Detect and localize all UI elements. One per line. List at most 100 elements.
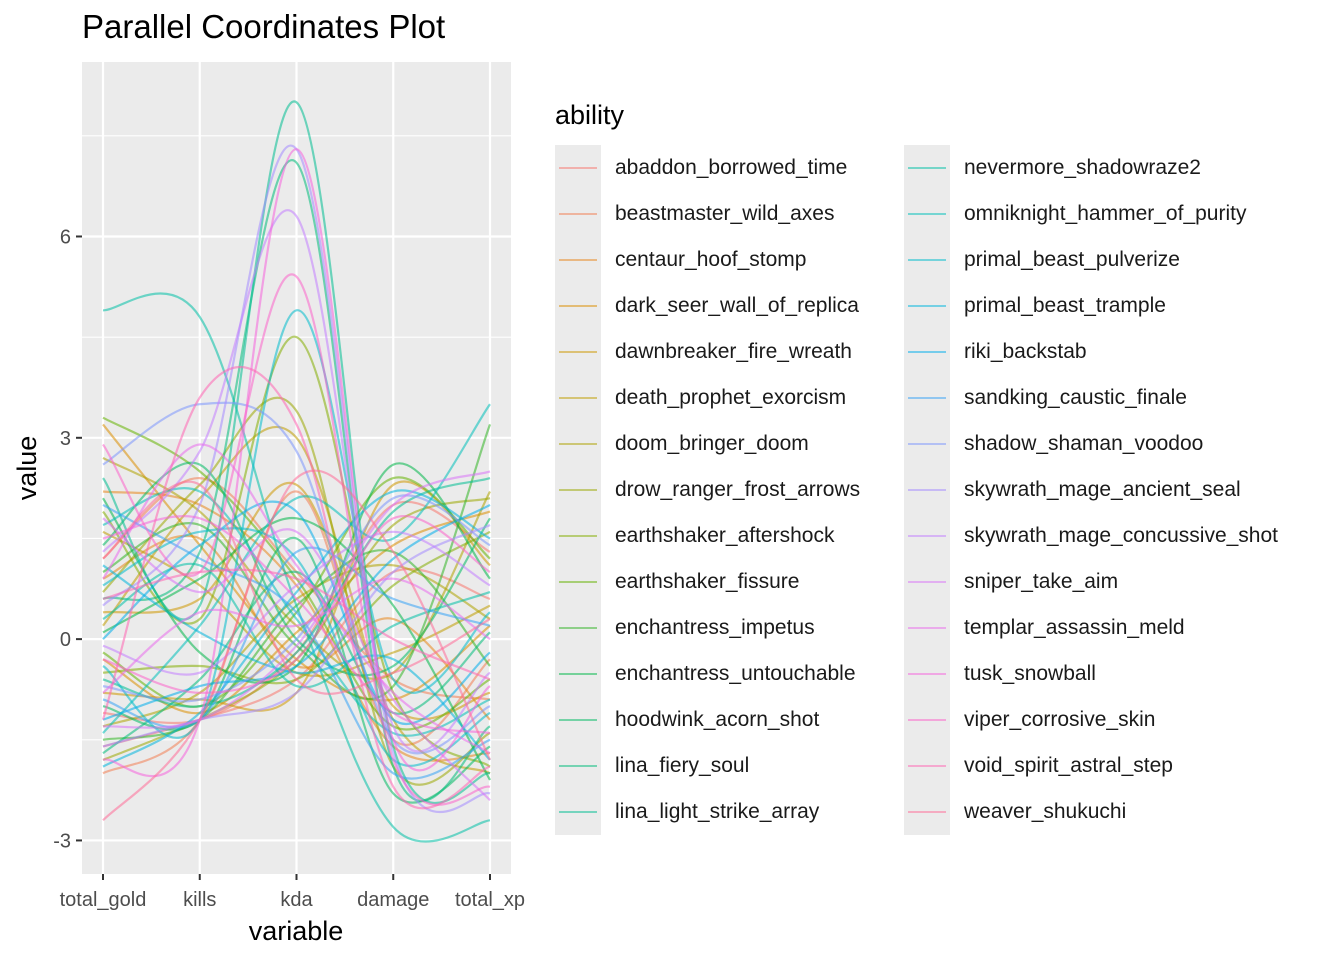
legend-key [555,605,601,651]
legend-swatch [559,259,597,262]
legend-swatch [559,719,597,722]
legend-item-centaur_hoof_stomp: centaur_hoof_stomp [555,237,806,283]
y-tick-label: 3 [60,428,71,450]
series-line-dawnbreaker_fire_wreath [102,481,491,721]
legend-item-nevermore_shadowraze2: nevermore_shadowraze2 [904,145,1201,191]
series-line-skywrath_mage_concussive_shot [102,530,491,676]
legend-swatch [908,581,946,584]
legend-title: ability [555,100,625,130]
legend-label: drow_ranger_frost_arrows [615,478,861,501]
series-line-nevermore_shadowraze2 [102,292,491,843]
series-line-templar_assassin_meld [102,443,491,755]
legend-item-dark_seer_wall_of_replica: dark_seer_wall_of_replica [555,283,859,329]
series-line-skywrath_mage_ancient_seal [102,524,491,748]
axes: -3 0 3 6 total_gold kills kda damage total_xp [53,226,525,911]
legend-key [904,559,950,605]
legend-label: lina_fiery_soul [615,754,750,777]
legend-swatch [908,489,946,492]
legend-key [904,329,950,375]
legend-item-omniknight_hammer_of_purity: omniknight_hammer_of_purity [904,191,1246,237]
legend-swatch [908,305,946,308]
legend-label: viper_corrosive_skin [964,708,1156,731]
legend-label: hoodwink_acorn_shot [615,708,820,731]
legend-swatch [559,627,597,630]
legend-item-death_prophet_exorcism: death_prophet_exorcism [555,375,846,421]
legend-key [555,513,601,559]
legend-item-drow_ranger_frost_arrows: drow_ranger_frost_arrows [555,467,860,513]
legend-swatch [908,673,946,676]
series-line-sniper_take_aim [102,470,491,729]
series-line-void_spirit_astral_step [102,568,491,681]
legend-label: skywrath_mage_concussive_shot [964,524,1278,547]
legend-item-sniper_take_aim: sniper_take_aim [904,559,1118,605]
legend-label: sniper_take_aim [964,570,1119,593]
legend-label: earthshaker_fissure [615,570,800,593]
legend-key [555,467,601,513]
legend-swatch [908,397,946,400]
legend-key [904,651,950,697]
series-line-lina_fiery_soul [102,159,491,803]
legend-item-earthshaker_aftershock: earthshaker_aftershock [555,513,834,559]
series-line-void_spirit_astral_step [101,366,491,810]
legend-item-viper_corrosive_skin: viper_corrosive_skin [904,697,1155,743]
y-tick-label: 6 [60,226,71,248]
legend-key [904,191,950,237]
legend-item-lina_fiery_soul: lina_fiery_soul [555,743,749,789]
legend-key [555,789,601,835]
legend-key [555,191,601,237]
legend-swatch [559,765,597,768]
legend-label: earthshaker_aftershock [615,524,835,547]
legend-label: doom_bringer_doom [615,432,809,455]
legend-key [904,697,950,743]
legend-key [555,559,601,605]
series-line-weaver_shukuchi [102,480,491,695]
series-line-hoodwink_acorn_shot [102,537,491,804]
legend-label: tusk_snowball [964,662,1096,685]
legend-label: beastmaster_wild_axes [615,202,835,225]
legend-label: enchantress_impetus [615,616,815,639]
x-tick-label: kills [183,889,216,911]
legend-key [904,421,950,467]
legend-label: shadow_shaman_voodoo [964,432,1204,455]
legend-label: enchantress_untouchable [615,662,856,685]
series-line-tusk_snowball [102,148,491,778]
series-line-sandking_caustic_finale [102,503,491,780]
legend-item-earthshaker_fissure: earthshaker_fissure [555,559,799,605]
x-tick-label: total_gold [60,889,147,911]
legend-key [904,605,950,651]
legend-swatch [908,443,946,446]
legend-label: nevermore_shadowraze2 [964,156,1201,179]
legend-key [555,697,601,743]
legend-label: weaver_shukuchi [964,800,1127,823]
legend-swatch [559,489,597,492]
legend-item-abaddon_borrowed_time: abaddon_borrowed_time [555,145,847,191]
legend-label: abaddon_borrowed_time [615,156,848,179]
legend-swatch [559,673,597,676]
legend-label: primal_beast_pulverize [964,248,1180,271]
series-line-primal_beast_trample [102,489,491,768]
series-line-primal_beast_trample [102,564,491,761]
series-line-viper_corrosive_skin [102,515,491,694]
legend-item-skywrath_mage_concussive_shot: skywrath_mage_concussive_shot [904,513,1278,559]
legend-key [555,329,601,375]
legend-item-sandking_caustic_finale: sandking_caustic_finale [904,375,1187,421]
legend-swatch [559,351,597,354]
legend-swatch [908,167,946,170]
legend-key [904,743,950,789]
series-line-weaver_shukuchi [102,469,491,822]
y-tick-label: 0 [60,629,71,651]
legend-label: sandking_caustic_finale [964,386,1187,409]
series-line-drow_ranger_frost_arrows [102,396,491,786]
x-tick-label: damage [357,889,429,911]
legend-label: primal_beast_trample [964,294,1166,317]
legend-item-templar_assassin_meld: templar_assassin_meld [904,605,1185,651]
legend-key [904,283,950,329]
series-line-shadow_shaman_voodoo [102,401,491,755]
legend-key [555,237,601,283]
legend-item-tusk_snowball: tusk_snowball [904,651,1096,697]
legend-key [904,467,950,513]
legend-label: riki_backstab [964,340,1087,363]
legend-swatch [559,443,597,446]
series-line-shadow_shaman_voodoo [102,494,491,703]
x-tick-label: total_xp [455,889,525,911]
